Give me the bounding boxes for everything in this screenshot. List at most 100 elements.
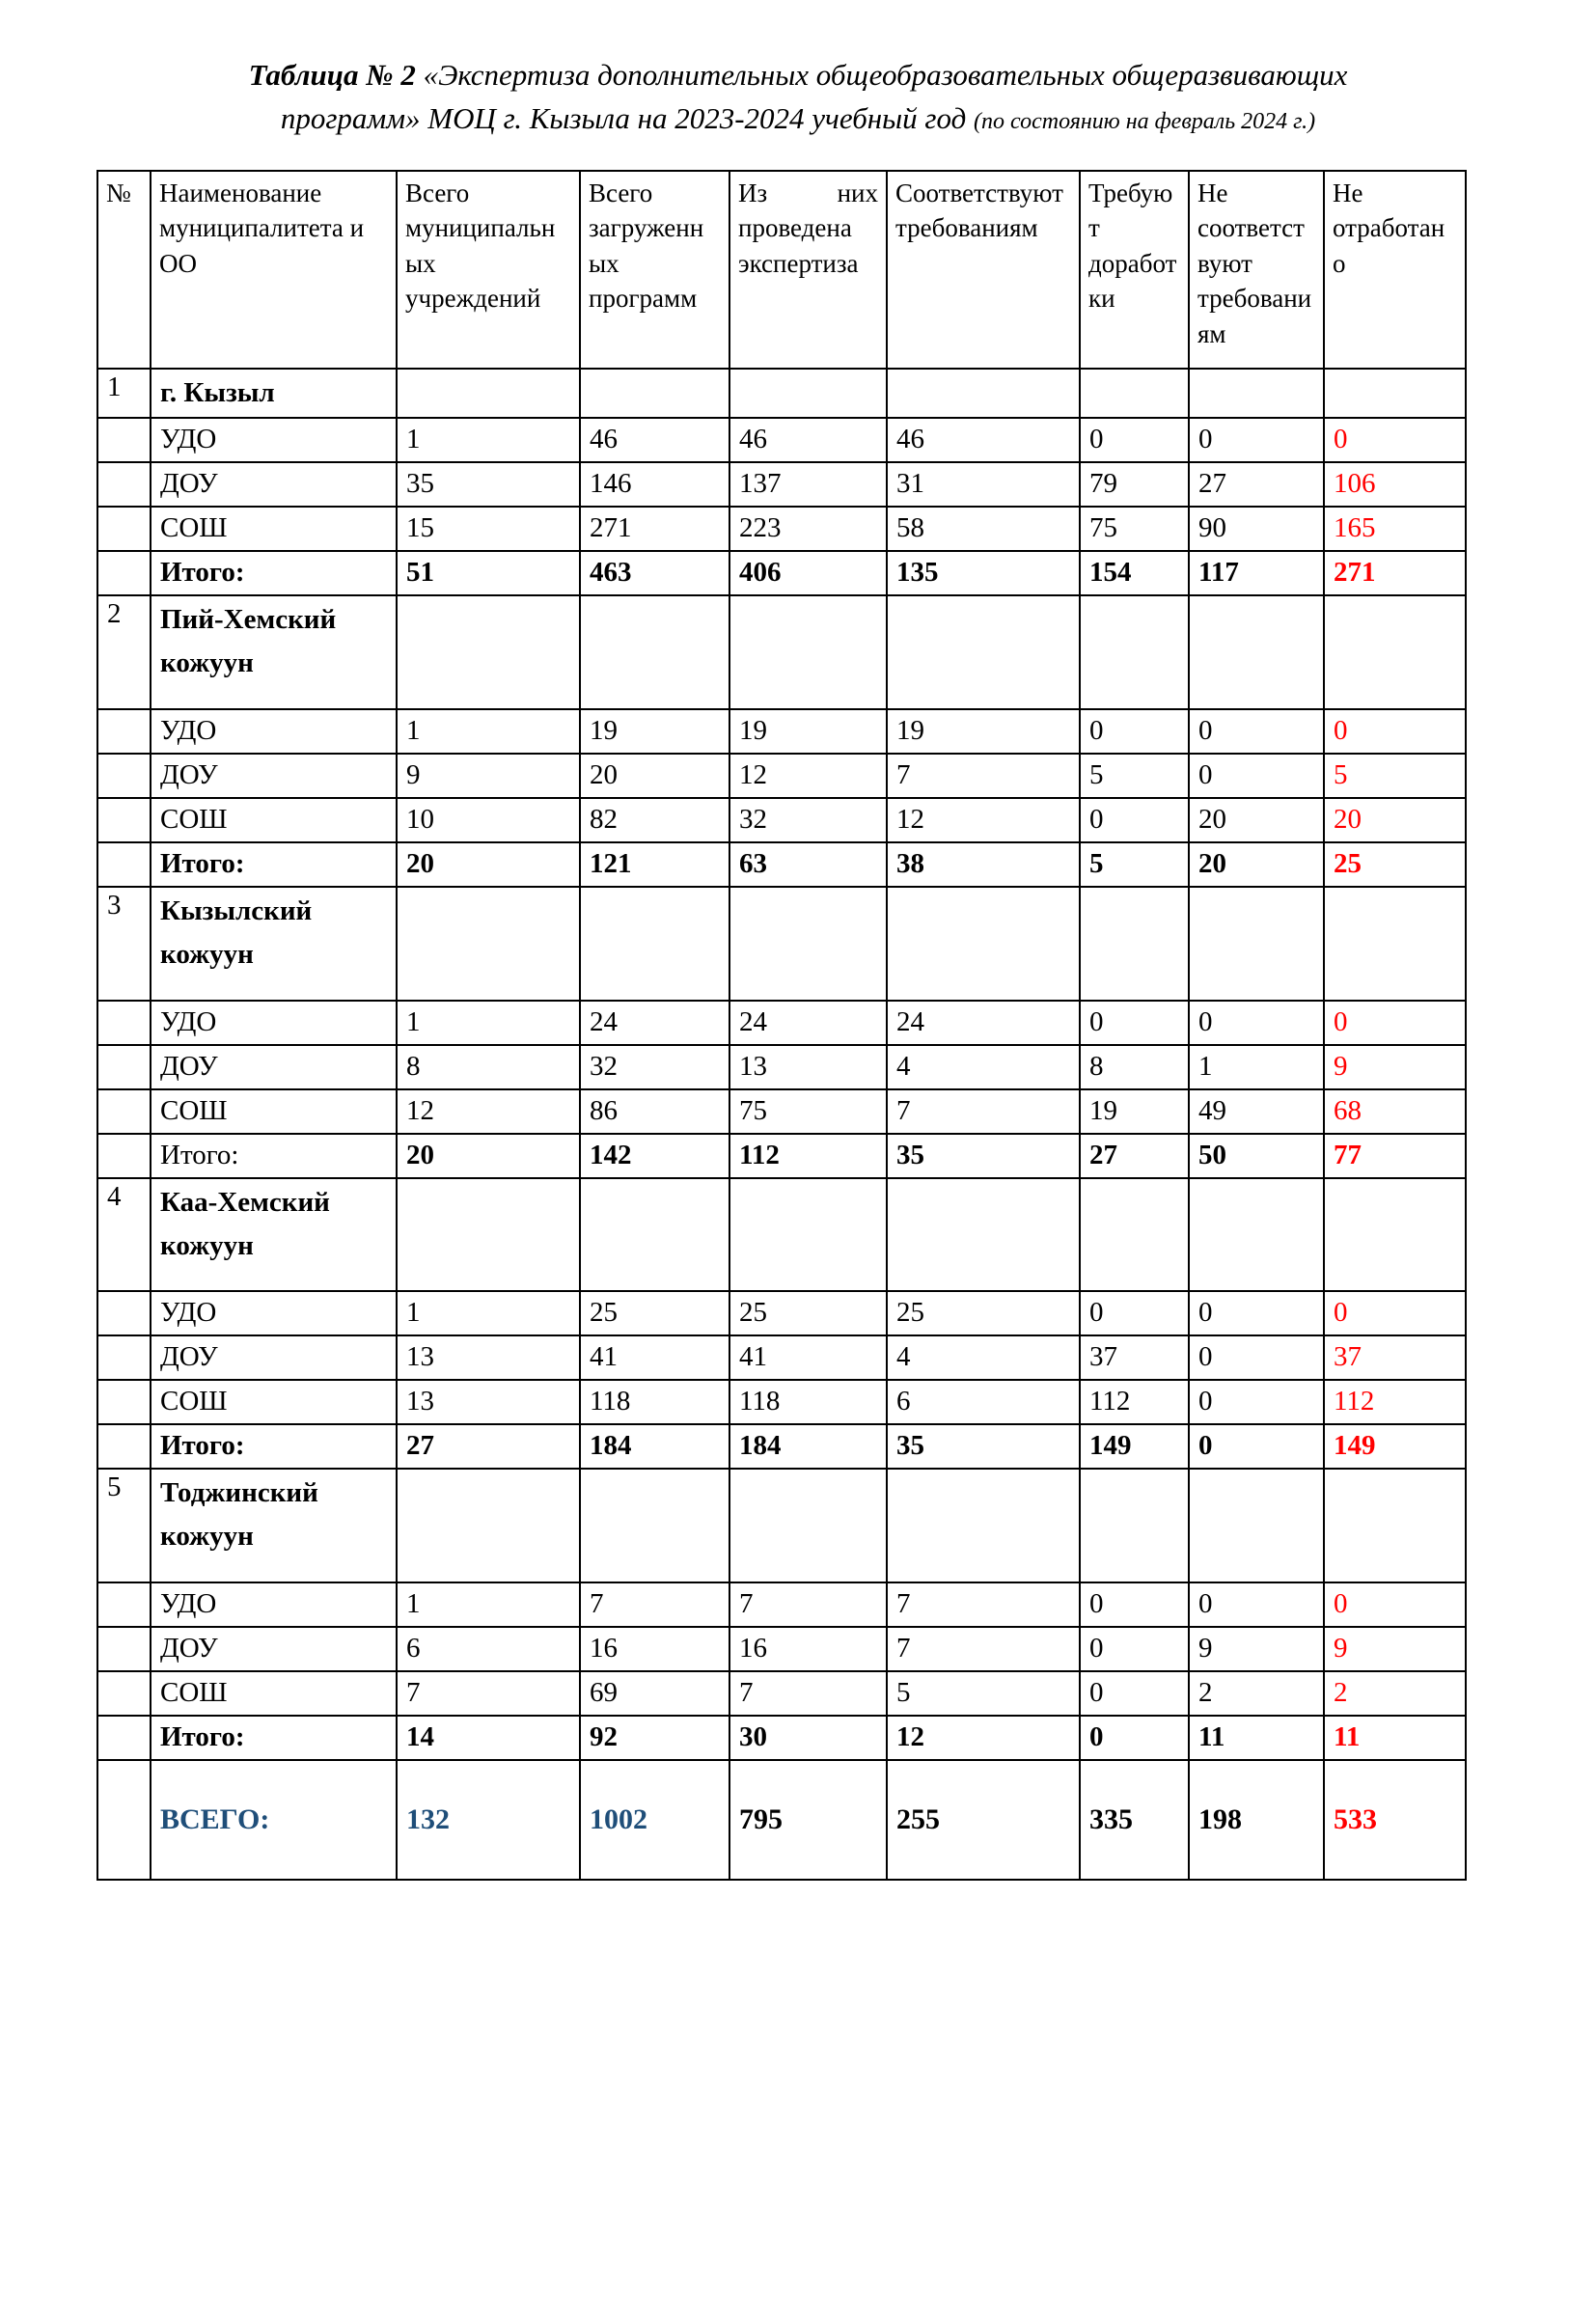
row-label: ДОУ xyxy=(150,460,398,508)
cell-value: 31 xyxy=(886,460,1081,508)
empty-cell xyxy=(729,593,888,710)
cell-value: 0 xyxy=(1079,1670,1190,1718)
cell-value: 118 xyxy=(729,1379,888,1426)
total-value: 142 xyxy=(579,1132,730,1179)
empty-cell xyxy=(96,460,151,508)
empty-cell xyxy=(579,1468,730,1584)
title-line-1-text: «Экспертиза дополнительных общеобразоват… xyxy=(415,58,1348,92)
cell-value: 0 xyxy=(1323,999,1467,1046)
document-page: { "page": { "title_line1_bold": "Таблица… xyxy=(0,54,1596,2311)
grand-total-label: ВСЕГО: xyxy=(150,1759,398,1882)
section-name: Кызылский кожуун xyxy=(150,885,398,1002)
empty-cell xyxy=(396,885,581,1002)
grand-total-value: 132 xyxy=(396,1759,581,1882)
cell-value: 46 xyxy=(886,416,1081,463)
empty-cell xyxy=(96,1626,151,1673)
cell-value: 0 xyxy=(1188,999,1325,1046)
section-total-row: Итого: 20 121 63 38 5 20 25 xyxy=(96,840,1467,888)
cell-value: 9 xyxy=(396,752,581,799)
cell-value: 0 xyxy=(1079,707,1190,755)
cell-value: 20 xyxy=(1323,796,1467,843)
total-value: 0 xyxy=(1188,1423,1325,1471)
empty-cell xyxy=(96,1290,151,1337)
cell-value: 41 xyxy=(579,1334,730,1382)
empty-cell xyxy=(1079,593,1190,710)
section-header-row: 3 Кызылский кожуун xyxy=(96,885,1467,1002)
cell-value: 165 xyxy=(1323,505,1467,552)
cell-value: 32 xyxy=(579,1043,730,1090)
total-value: 149 xyxy=(1323,1423,1467,1471)
cell-value: 1 xyxy=(396,1582,581,1629)
empty-cell xyxy=(729,367,888,419)
total-value: 63 xyxy=(729,840,888,888)
empty-cell xyxy=(1188,367,1325,419)
empty-cell xyxy=(96,1759,151,1882)
section-number: 5 xyxy=(96,1468,151,1584)
cell-value: 12 xyxy=(886,796,1081,843)
cell-value: 13 xyxy=(396,1334,581,1382)
cell-value: 7 xyxy=(886,1582,1081,1629)
cell-value: 7 xyxy=(886,1626,1081,1673)
table-header-row: № Наименование муниципалитета и ОО Всего м… xyxy=(96,169,1467,370)
empty-cell xyxy=(1079,1176,1190,1293)
cell-value: 16 xyxy=(729,1626,888,1673)
total-value: 20 xyxy=(1188,840,1325,888)
row-label: УДО xyxy=(150,707,398,755)
empty-cell xyxy=(96,1334,151,1382)
section-number: 2 xyxy=(96,593,151,710)
section-name: Каа-Хемский кожуун xyxy=(150,1176,398,1293)
cell-value: 49 xyxy=(1188,1087,1325,1135)
empty-cell xyxy=(96,1379,151,1426)
empty-cell xyxy=(729,885,888,1002)
empty-cell xyxy=(886,593,1081,710)
empty-cell xyxy=(886,885,1081,1002)
cell-value: 0 xyxy=(1079,1290,1190,1337)
empty-cell xyxy=(96,1670,151,1718)
row-label: ДОУ xyxy=(150,1626,398,1673)
row-label: СОШ xyxy=(150,796,398,843)
data-row: УДО 1 46 46 46 0 0 0 xyxy=(96,416,1467,463)
total-value: 184 xyxy=(729,1423,888,1471)
grand-total-value: 335 xyxy=(1079,1759,1190,1882)
cell-value: 20 xyxy=(579,752,730,799)
total-value: 117 xyxy=(1188,549,1325,596)
table-body: 1 г. Кызыл УДО 1 46 46 46 0 0 0 ДОУ 35 146 137 31 79 27 1… xyxy=(96,367,1467,1882)
cell-value: 0 xyxy=(1079,999,1190,1046)
document-title: Таблица № 2 «Экспертиза дополнительных о… xyxy=(0,54,1596,141)
total-value: 27 xyxy=(1079,1132,1190,1179)
total-label: Итого: xyxy=(150,840,398,888)
cell-value: 19 xyxy=(1079,1087,1190,1135)
cell-value: 69 xyxy=(579,1670,730,1718)
cell-value: 27 xyxy=(1188,460,1325,508)
total-label: Итого: xyxy=(150,1423,398,1471)
total-value: 149 xyxy=(1079,1423,1190,1471)
cell-value: 0 xyxy=(1188,752,1325,799)
row-label: УДО xyxy=(150,999,398,1046)
cell-value: 1 xyxy=(396,416,581,463)
total-value: 77 xyxy=(1323,1132,1467,1179)
data-row: УДО 1 24 24 24 0 0 0 xyxy=(96,999,1467,1046)
empty-cell xyxy=(96,1582,151,1629)
cell-value: 58 xyxy=(886,505,1081,552)
row-label: ДОУ xyxy=(150,752,398,799)
empty-cell xyxy=(96,796,151,843)
cell-value: 10 xyxy=(396,796,581,843)
section-total-row: Итого: 14 92 30 12 0 11 11 xyxy=(96,1715,1467,1762)
cell-value: 90 xyxy=(1188,505,1325,552)
cell-value: 0 xyxy=(1079,1582,1190,1629)
cell-value: 0 xyxy=(1323,1290,1467,1337)
cell-value: 19 xyxy=(886,707,1081,755)
section-number: 3 xyxy=(96,885,151,1002)
empty-cell xyxy=(96,752,151,799)
report-table: № Наименование муниципалитета и ОО Всего м… xyxy=(96,169,1467,1882)
section-header-row: 5 Тоджинский кожуун xyxy=(96,1468,1467,1584)
empty-cell xyxy=(1079,367,1190,419)
cell-value: 5 xyxy=(1323,752,1467,799)
cell-value: 20 xyxy=(1188,796,1325,843)
column-header: Соответствуют требованиям xyxy=(886,169,1081,370)
cell-value: 16 xyxy=(579,1626,730,1673)
cell-value: 7 xyxy=(729,1582,888,1629)
cell-value: 9 xyxy=(1323,1043,1467,1090)
empty-cell xyxy=(96,416,151,463)
data-row: УДО 1 25 25 25 0 0 0 xyxy=(96,1290,1467,1337)
